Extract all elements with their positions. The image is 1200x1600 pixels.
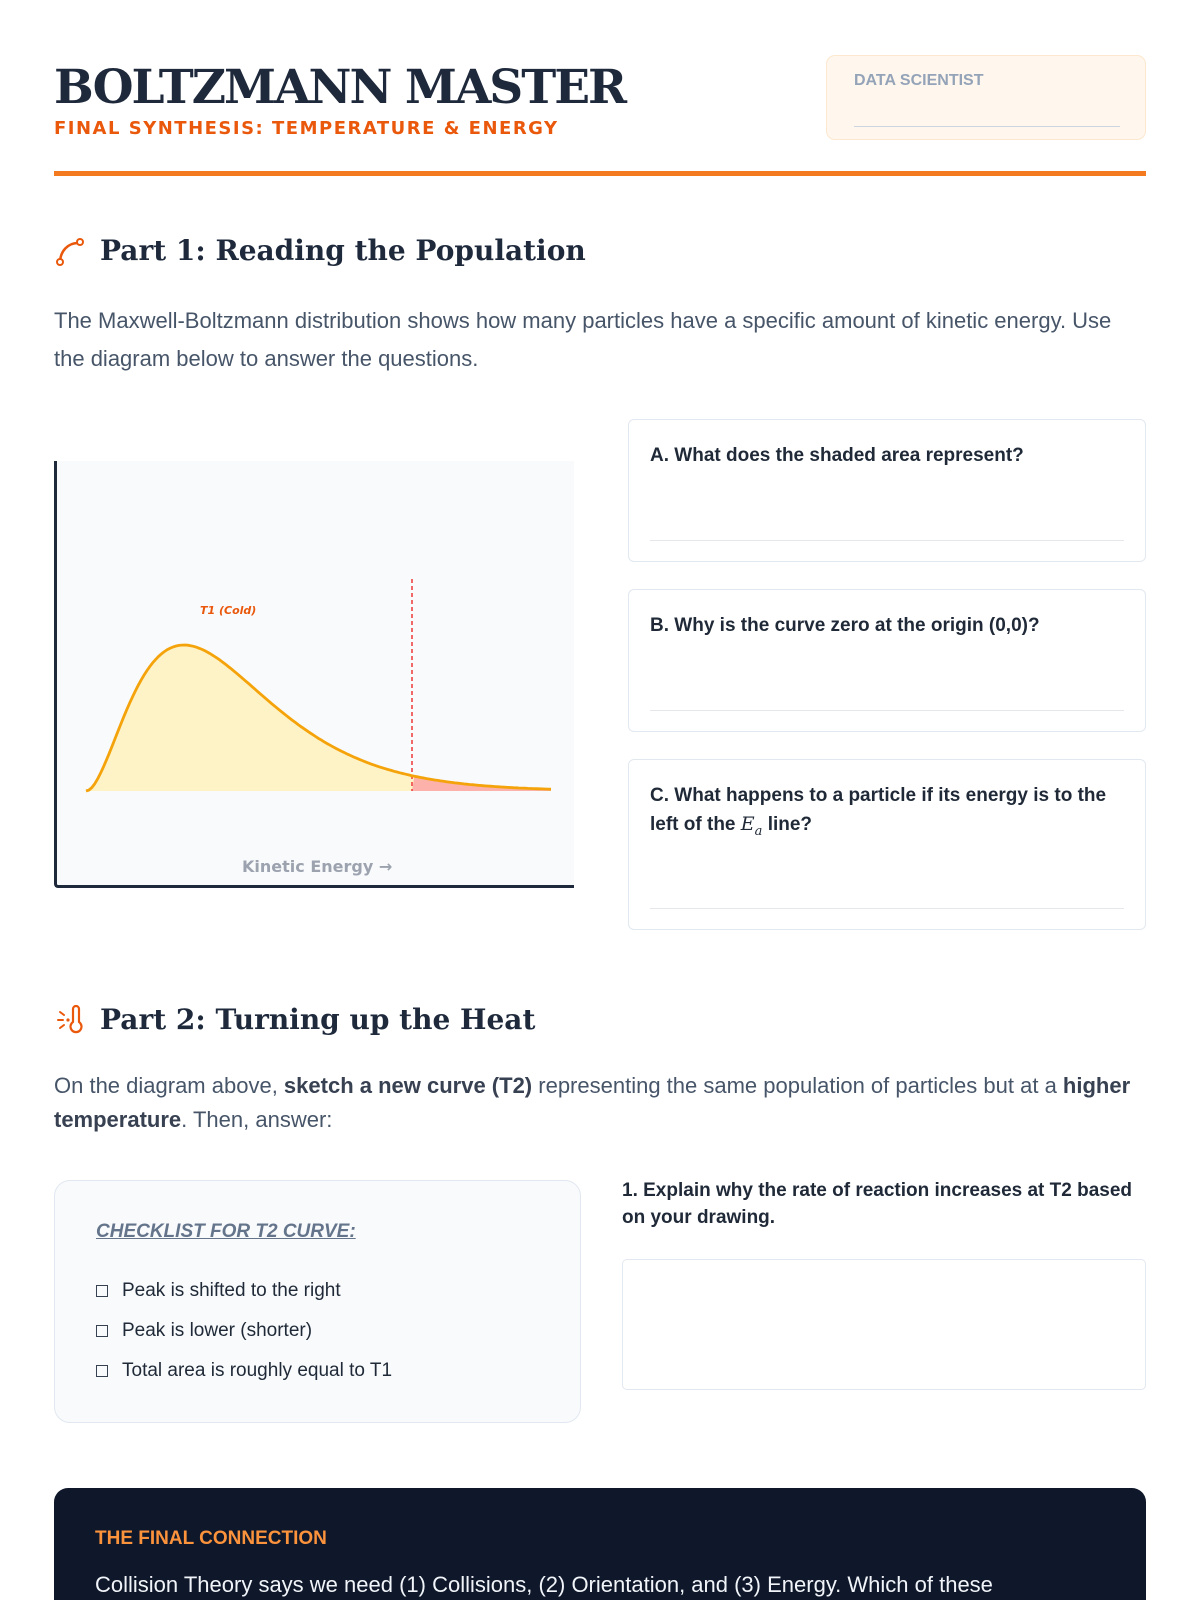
final-text: Collision Theory says we need (1) Collis… — [95, 1572, 993, 1597]
question-1-text: 1. Explain why the rate of reaction incr… — [622, 1180, 1133, 1228]
part1-heading: Part 1: Reading the Population — [54, 234, 586, 267]
x-axis-label: Kinetic Energy → — [242, 857, 392, 876]
question-card-c: C. What happens to a particle if its ene… — [628, 759, 1146, 930]
checklist-item[interactable]: Total area is roughly equal to T1 — [96, 1351, 392, 1391]
checkbox[interactable] — [96, 1285, 108, 1297]
part1-heading-text: Part 1: Reading the Population — [100, 234, 586, 267]
final-connection-panel: THE FINAL CONNECTION Collision Theory sa… — [54, 1488, 1146, 1600]
question-c-text-end: line? — [762, 814, 813, 835]
part2-heading: Part 2: Turning up the Heat — [54, 1003, 535, 1036]
part2-intro-start: On the diagram above, — [54, 1073, 284, 1098]
part1-intro: The Maxwell-Boltzmann distribution shows… — [54, 308, 1112, 371]
question-a-answer-line[interactable] — [650, 540, 1124, 541]
curve-label: T1 (Cold) — [200, 604, 256, 617]
question-card-a: A. What does the shaded area represent? — [628, 419, 1146, 562]
t1-curve — [85, 643, 552, 793]
part2-heading-text: Part 2: Turning up the Heat — [100, 1003, 536, 1036]
question-c-text-start: C. What happens to a particle if its ene… — [650, 785, 1107, 835]
question-c-subscript: a — [754, 823, 763, 839]
checklist-items: Peak is shifted to the right Peak is low… — [96, 1271, 392, 1391]
question-b-answer-line[interactable] — [650, 710, 1124, 711]
final-title: THE FINAL CONNECTION — [95, 1528, 327, 1549]
question-card-b: B. Why is the curve zero at the origin (… — [628, 589, 1146, 732]
distribution-svg: T1 (Cold) Kinetic Energy → — [85, 579, 552, 876]
question-c-var: E — [740, 813, 755, 835]
name-field-label: DATA SCIENTIST — [854, 72, 984, 89]
question-a-text: A. What does the shaded area represent? — [650, 445, 1024, 466]
page-title: BOLTZMANN MASTER — [54, 60, 627, 115]
checklist-title: CHECKLIST FOR T2 CURVE: — [96, 1221, 356, 1242]
area-under-curve — [86, 645, 551, 791]
part2-intro-bold-2: higher temperature — [54, 1073, 1131, 1132]
question-c-text: C. What happens to a particle if its ene… — [650, 782, 1120, 846]
t2-checklist: CHECKLIST FOR T2 CURVE: Peak is shifted … — [54, 1180, 581, 1423]
part2-intro-end: . Then, answer: — [181, 1107, 333, 1132]
worksheet-header: BOLTZMANN MASTER FINAL SYNTHESIS: TEMPER… — [54, 50, 1146, 176]
checklist-item-label: Peak is shifted to the right — [122, 1280, 341, 1301]
question-b-text: B. Why is the curve zero at the origin (… — [650, 615, 1040, 636]
checklist-item[interactable]: Peak is shifted to the right — [96, 1271, 392, 1311]
activation-tail-area — [412, 776, 551, 791]
name-field[interactable]: DATA SCIENTIST — [826, 55, 1146, 140]
checklist-item[interactable]: Peak is lower (shorter) — [96, 1311, 392, 1351]
checkbox[interactable] — [96, 1365, 108, 1377]
distribution-diagram[interactable]: T1 (Cold) Kinetic Energy → — [54, 461, 574, 888]
checklist-item-label: Total area is roughly equal to T1 — [122, 1360, 393, 1381]
question-1-answer-box[interactable] — [622, 1259, 1146, 1390]
checklist-item-label: Peak is lower (shorter) — [122, 1320, 313, 1341]
checkbox[interactable] — [96, 1325, 108, 1337]
part2-intro-bold-1: sketch a new curve (T2) — [283, 1073, 533, 1098]
name-field-line[interactable] — [854, 126, 1120, 127]
curve-icon — [54, 235, 86, 267]
part2-intro-middle: representing the same population of part… — [532, 1073, 1063, 1098]
thermometer-icon — [54, 1004, 86, 1036]
part2-intro: On the diagram above, sketch a new curve… — [54, 1069, 1146, 1137]
page-subtitle: FINAL SYNTHESIS: TEMPERATURE & ENERGY — [54, 118, 559, 139]
question-c-answer-line[interactable] — [650, 908, 1124, 909]
